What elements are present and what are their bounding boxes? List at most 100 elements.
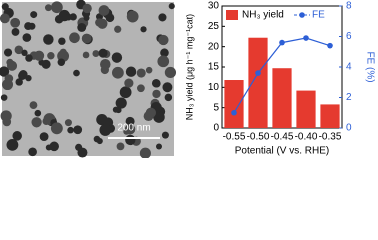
fe-point <box>303 35 309 41</box>
particle <box>162 82 173 93</box>
particle <box>51 1 63 14</box>
particle <box>29 101 38 109</box>
y-tick-label: 0 <box>213 123 219 134</box>
y-tick-label: 5 <box>213 102 219 113</box>
legend-marker <box>299 12 305 18</box>
particle <box>99 124 112 136</box>
particle <box>38 59 45 66</box>
particle <box>69 32 80 44</box>
particle <box>153 111 165 123</box>
particle <box>95 18 104 27</box>
y-tick-label: 15 <box>208 62 220 73</box>
particle <box>54 15 64 24</box>
y2-axis-label: FE (%) <box>364 51 375 82</box>
particle <box>58 37 66 45</box>
particle <box>158 13 167 22</box>
bar <box>224 80 244 128</box>
y2-tick-label: 6 <box>346 31 352 42</box>
fe-point <box>327 42 333 49</box>
particle <box>34 109 42 117</box>
particle <box>57 58 66 66</box>
particle <box>6 58 14 66</box>
particle <box>164 66 177 79</box>
particle <box>11 28 20 36</box>
particle <box>0 94 8 101</box>
particle <box>81 33 92 44</box>
particle <box>126 10 139 23</box>
particle <box>49 141 59 152</box>
particle <box>12 131 22 141</box>
particle <box>83 14 90 21</box>
y-tick-label: 10 <box>208 82 220 93</box>
particle <box>92 50 100 58</box>
particle <box>30 11 38 19</box>
particle <box>111 66 124 79</box>
particle <box>168 3 175 10</box>
particle <box>14 45 24 55</box>
bar <box>320 104 340 128</box>
x-tick-label: -0.45 <box>271 132 294 143</box>
particles <box>0 0 177 159</box>
particle <box>3 48 13 57</box>
particle <box>4 74 14 83</box>
particle <box>22 33 32 42</box>
particle <box>28 22 36 30</box>
fe-point <box>255 70 261 76</box>
x-axis-label: Potential (V vs. RHE) <box>235 146 329 157</box>
particle <box>139 147 151 159</box>
fe-point <box>279 39 285 46</box>
particle <box>160 48 169 58</box>
particle <box>161 131 169 139</box>
particle <box>157 55 170 68</box>
y-tick-label: 25 <box>208 21 220 32</box>
scale-bar-label: 200 nm <box>117 123 150 134</box>
particle <box>0 110 12 122</box>
particle <box>67 126 74 134</box>
particle <box>6 138 19 151</box>
particle <box>125 134 136 146</box>
particle <box>0 13 10 24</box>
particle <box>77 147 88 158</box>
y-tick-label: 30 <box>208 1 220 12</box>
particle <box>105 13 115 23</box>
y-axis-label: NH₃ yield (μg h⁻¹ mg⁻¹cat) <box>184 14 194 120</box>
particle <box>124 78 134 88</box>
particle <box>98 5 110 16</box>
y2-tick-label: 4 <box>346 62 352 73</box>
particle <box>25 54 33 62</box>
legend-label: NH₃ yield <box>242 10 284 21</box>
particle <box>114 25 122 33</box>
y2-tick-label: 0 <box>346 123 352 134</box>
bar <box>296 90 316 128</box>
figure: 200 nm NH₃ yield (μg h⁻¹ mg⁻¹cat) FE (%)… <box>0 0 375 159</box>
particle <box>136 68 146 78</box>
particle <box>82 51 90 59</box>
particle <box>77 23 87 32</box>
particle <box>28 147 37 157</box>
particle <box>164 93 173 102</box>
particle <box>42 117 50 125</box>
particle <box>100 65 109 75</box>
x-tick-label: -0.55 <box>223 132 246 143</box>
particle <box>119 86 132 99</box>
x-tick-label: -0.50 <box>247 132 270 143</box>
particle <box>137 84 145 93</box>
y2-tick-label: 2 <box>346 92 352 103</box>
particle <box>98 48 108 58</box>
particle <box>18 70 28 79</box>
bar <box>248 37 268 128</box>
particle <box>47 52 55 60</box>
fe-point <box>231 109 237 116</box>
particle <box>0 66 10 77</box>
x-tick-label: -0.40 <box>295 132 318 143</box>
particle <box>152 89 161 99</box>
x-tick-label: -0.35 <box>319 132 342 143</box>
particle <box>39 132 49 142</box>
particle <box>43 34 54 45</box>
particle <box>96 113 108 126</box>
y-tick-label: 20 <box>208 41 220 52</box>
particle <box>65 13 72 21</box>
particle <box>145 66 153 74</box>
particle <box>116 142 125 151</box>
particle <box>33 50 45 61</box>
